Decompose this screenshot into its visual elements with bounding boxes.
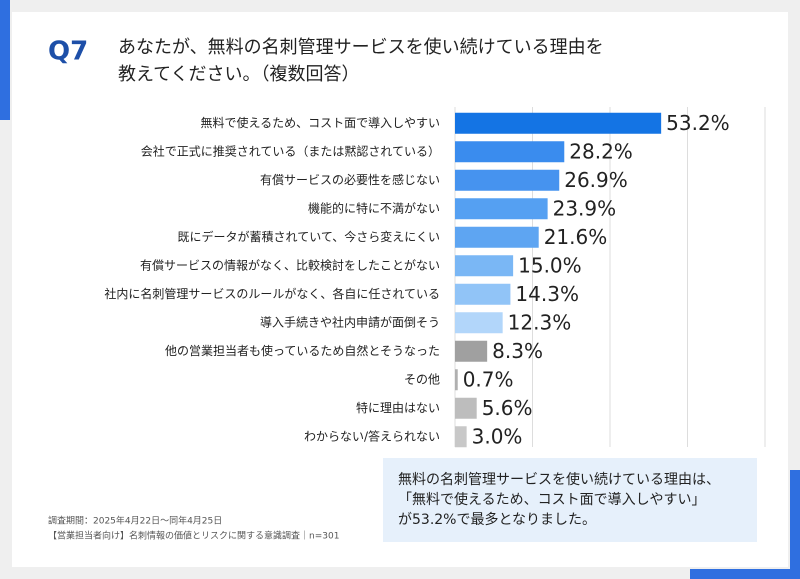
bar xyxy=(455,141,565,163)
category-label: 有償サービスの情報がなく、比較検討をしたことがない xyxy=(140,257,440,272)
bar xyxy=(455,312,503,334)
value-label: 14.3% xyxy=(515,282,579,306)
value-label: 3.0% xyxy=(472,424,523,448)
note: が53.2%で最多となりました。 xyxy=(398,511,596,528)
category-label: 機能的に特に不満がない xyxy=(308,200,440,215)
category-label: 無料で使えるため、コスト面で導入しやすい xyxy=(200,115,440,130)
category-label: 社内に名刺管理サービスのルールがなく、各自に任されている xyxy=(104,286,440,301)
question-number: Q7 xyxy=(48,37,88,67)
category-label: その他 xyxy=(404,372,440,386)
bar xyxy=(455,255,514,277)
value-label: 53.2% xyxy=(666,111,730,135)
chart-title: 教えてください。（複数回答） xyxy=(118,64,360,85)
category-label: 既にデータが蓄積されていて、今さら変えにくい xyxy=(178,229,440,244)
value-label: 0.7% xyxy=(463,367,514,391)
category-label: 他の営業担当者も使っているため自然とそうなった xyxy=(165,343,440,358)
value-label: 23.9% xyxy=(553,196,617,220)
bar xyxy=(455,169,560,191)
bar xyxy=(455,198,548,220)
value-label: 28.2% xyxy=(569,139,633,163)
footnote: 調査期間：2025年4月22日～同年4月25日 xyxy=(48,515,222,527)
value-label: 15.0% xyxy=(518,253,582,277)
note: 無料の名刺管理サービスを使い続けている理由は、 xyxy=(398,471,720,488)
value-label: 12.3% xyxy=(508,310,572,334)
bar xyxy=(455,226,539,248)
value-label: 5.6% xyxy=(482,396,533,420)
footnote: 【営業担当者向け】名刺情報の価値とリスクに関する意識調査｜n=301 xyxy=(48,530,339,542)
bar xyxy=(455,340,488,362)
note-box xyxy=(383,458,757,542)
accent xyxy=(690,569,800,579)
note: 「無料で使えるため、コスト面で導入しやすい」 xyxy=(398,491,705,508)
bar xyxy=(455,397,477,419)
bar xyxy=(455,426,467,448)
category-label: 会社で正式に推奨されている（または黙認されている） xyxy=(141,143,440,158)
category-label: 導入手続きや社内申請が面倒そう xyxy=(260,314,440,329)
value-label: 26.9% xyxy=(564,168,628,192)
bar xyxy=(455,369,458,391)
value-label: 21.6% xyxy=(544,225,608,249)
value-label: 8.3% xyxy=(492,339,543,363)
bar xyxy=(455,112,662,134)
accent xyxy=(0,0,10,120)
chart-title: あなたが、無料の名刺管理サービスを使い続けている理由を xyxy=(118,37,604,58)
bar xyxy=(455,283,511,305)
category-label: 特に理由はない xyxy=(356,400,440,415)
accent xyxy=(790,470,800,579)
category-label: 有償サービスの必要性を感じない xyxy=(260,172,440,187)
category-label: わからない/答えられない xyxy=(304,428,440,443)
